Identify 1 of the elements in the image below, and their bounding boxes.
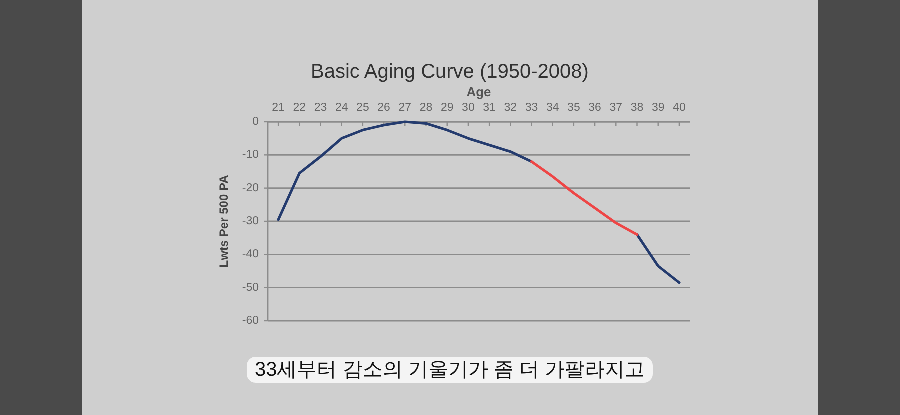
title: Basic Aging Curve (1950-2008): [311, 61, 589, 83]
